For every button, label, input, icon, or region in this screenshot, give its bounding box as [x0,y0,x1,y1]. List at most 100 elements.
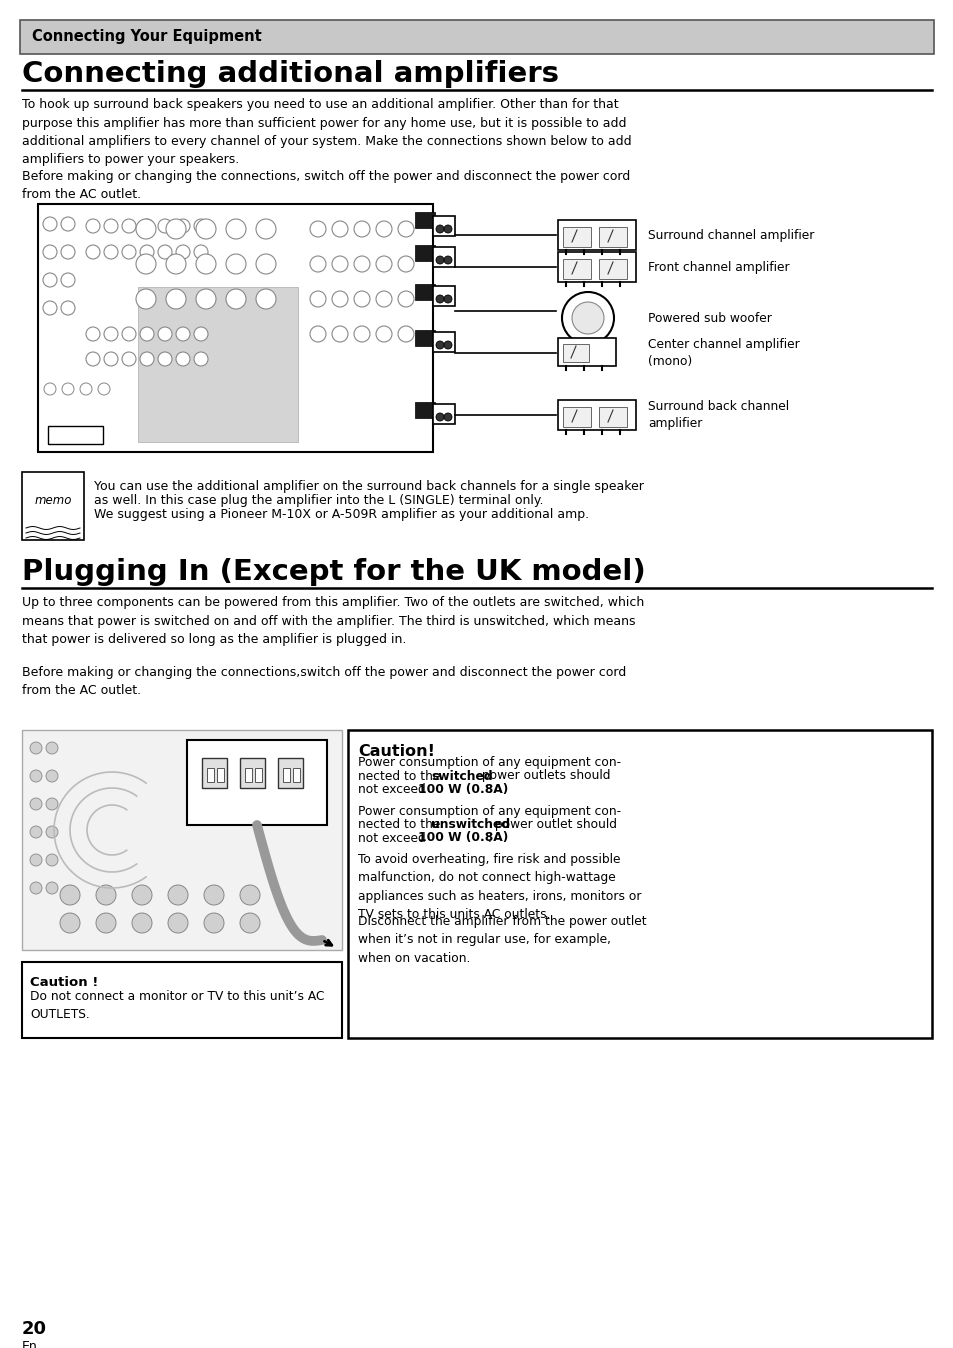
Circle shape [436,412,443,421]
Text: Before making or changing the connections, switch off the power and disconnect t: Before making or changing the connection… [22,170,630,201]
Bar [433,247,455,267]
Text: 100 W (0.8A): 100 W (0.8A) [417,783,508,797]
Bar [598,407,626,427]
Bar [562,344,588,363]
Circle shape [86,328,100,341]
Circle shape [175,328,190,341]
Circle shape [193,218,208,233]
Text: power outlets should: power outlets should [477,770,610,782]
Circle shape [175,352,190,367]
Circle shape [136,253,156,274]
Circle shape [375,291,392,307]
Text: .: . [488,832,492,844]
Circle shape [397,256,414,272]
Circle shape [104,245,118,259]
Circle shape [226,288,246,309]
Circle shape [122,218,136,233]
Circle shape [397,326,414,342]
Circle shape [310,291,326,307]
Circle shape [354,221,370,237]
Circle shape [80,383,91,395]
Circle shape [310,326,326,342]
Circle shape [122,245,136,259]
Circle shape [122,352,136,367]
Circle shape [436,295,443,303]
Text: Power consumption of any equipment con-: Power consumption of any equipment con- [357,805,620,817]
Circle shape [60,913,80,933]
Text: You can use the additional amplifier on the surround back channels for a single : You can use the additional amplifier on … [94,480,643,493]
Circle shape [397,291,414,307]
Bar [22,962,341,1038]
Text: switched: switched [431,770,492,782]
Circle shape [158,245,172,259]
Circle shape [193,352,208,367]
Bar [20,20,933,54]
Bar [38,204,433,452]
Circle shape [443,341,452,349]
Circle shape [166,218,186,239]
Circle shape [195,288,215,309]
Bar [558,252,636,282]
Circle shape [140,352,153,367]
Text: Plugging In (Except for the UK model): Plugging In (Except for the UK model) [22,558,645,586]
Circle shape [561,293,614,344]
Text: not exceed: not exceed [357,832,429,844]
Text: nected to the: nected to the [357,770,444,782]
Bar [433,216,455,236]
Text: Powered sub woofer: Powered sub woofer [647,311,771,325]
Circle shape [436,256,443,264]
Text: .: . [488,783,492,797]
Bar [558,220,636,249]
Circle shape [43,274,57,287]
Circle shape [46,798,58,810]
Circle shape [30,770,42,782]
Circle shape [375,326,392,342]
Bar [433,286,455,306]
Circle shape [310,256,326,272]
Bar [283,768,290,782]
Text: as well. In this case plug the amplifier into the L (SINGLE) terminal only.: as well. In this case plug the amplifier… [94,493,543,507]
Circle shape [30,855,42,865]
Circle shape [204,886,224,905]
Circle shape [354,326,370,342]
Bar [245,768,252,782]
Circle shape [43,301,57,315]
Circle shape [140,245,153,259]
Bar [240,758,265,789]
Bar [415,284,435,301]
Circle shape [354,256,370,272]
Bar [348,731,931,1038]
Bar [558,338,616,367]
Circle shape [104,328,118,341]
Text: Power consumption of any equipment con-: Power consumption of any equipment con- [357,756,620,768]
Circle shape [61,274,75,287]
Bar [562,259,590,279]
Circle shape [140,218,153,233]
Bar [598,259,626,279]
Circle shape [443,412,452,421]
Bar [415,245,435,262]
Circle shape [104,352,118,367]
Bar [433,332,455,352]
Bar [433,404,455,425]
Text: Up to three components can be powered from this amplifier. Two of the outlets ar: Up to three components can be powered fr… [22,596,643,646]
Circle shape [204,913,224,933]
Circle shape [140,328,153,341]
Text: Surround back channel
amplifier: Surround back channel amplifier [647,400,788,430]
Circle shape [255,218,275,239]
Text: Caution!: Caution! [357,744,435,759]
Circle shape [46,855,58,865]
Bar [567,338,607,346]
Text: En: En [22,1340,38,1348]
Bar [277,758,303,789]
Bar [562,407,590,427]
Circle shape [104,218,118,233]
Circle shape [166,288,186,309]
Circle shape [30,798,42,810]
Circle shape [30,741,42,754]
Circle shape [436,225,443,233]
Circle shape [193,245,208,259]
Circle shape [332,326,348,342]
Circle shape [46,882,58,894]
Circle shape [43,217,57,231]
